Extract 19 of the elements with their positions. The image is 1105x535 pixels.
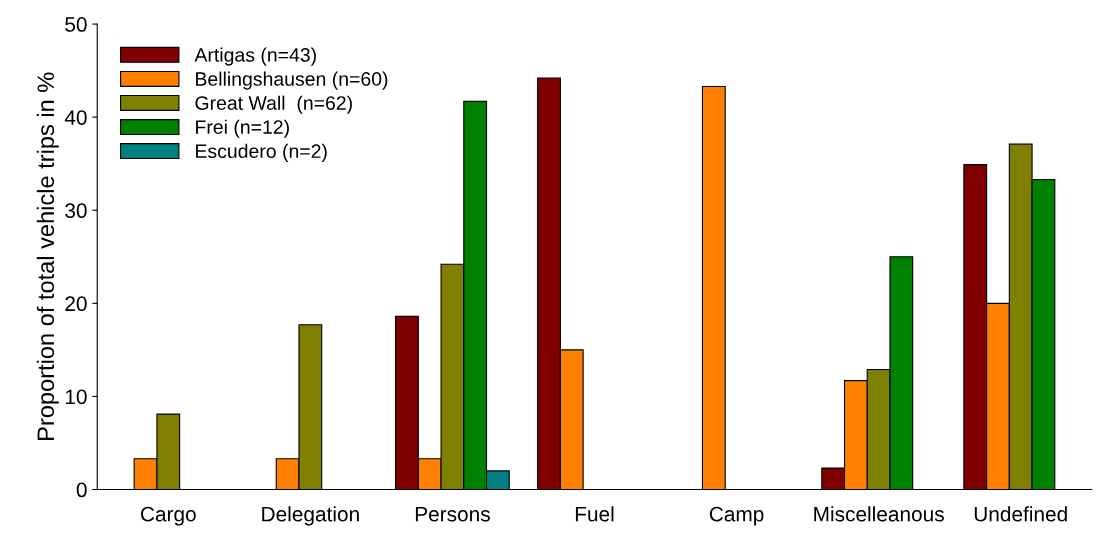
y-tick-label: 40 — [64, 110, 87, 125]
legend-label: Frei (n=12) — [196, 119, 289, 138]
x-tick-label: Fuel — [575, 506, 614, 522]
legend-label: Artigas (n=43) — [194, 47, 316, 66]
legend-label: Bellingshausen (n=60) — [196, 71, 388, 90]
y-tick-label: 10 — [65, 389, 87, 405]
y-tick-label: 30 — [65, 203, 87, 219]
x-tick-label: Undefined — [974, 506, 1067, 522]
x-tick-label: Camp — [709, 506, 764, 526]
x-tick-label: Delegation — [262, 506, 359, 526]
x-tick-label: Persons — [415, 506, 490, 522]
y-tick-label: 20 — [65, 296, 87, 312]
legend-label: Great Wall (n=62) — [195, 95, 352, 114]
y-axis-title: Proportion of total vehicle trips in % — [36, 72, 59, 440]
x-tick-label: Cargo — [140, 506, 196, 526]
y-tick-label: 0 — [76, 482, 87, 498]
x-tick-label: Miscelleanous — [814, 506, 944, 522]
legend-label: Escudero (n=2) — [196, 143, 327, 162]
y-tick-label: 50 — [65, 17, 87, 32]
